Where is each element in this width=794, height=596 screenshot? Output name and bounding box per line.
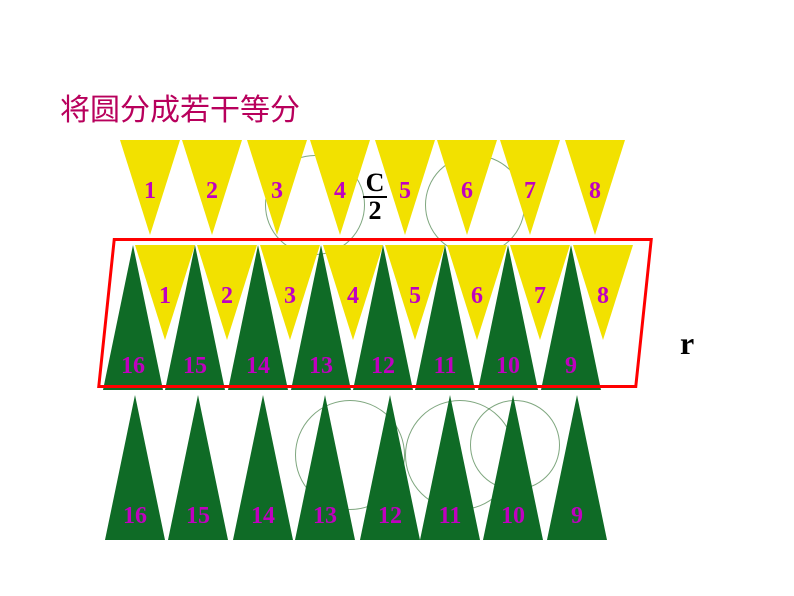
page-title: 将圆分成若干等分 [60, 85, 300, 129]
wedge-number: 13 [310, 503, 340, 530]
wedge-number: 11 [430, 353, 460, 380]
wedge-number: 7 [515, 178, 545, 205]
circle-wedge-diagram: 1234567812345678161514131211109161514131… [115, 140, 675, 500]
wedge-number: 2 [197, 178, 227, 205]
wedge-number: 10 [493, 353, 523, 380]
wedge-number: 3 [262, 178, 292, 205]
wedge-number: 15 [180, 353, 210, 380]
fraction-numerator: C [363, 170, 387, 196]
wedge-number: 4 [325, 178, 355, 205]
wedge-number: 9 [562, 503, 592, 530]
wedge-number: 16 [120, 503, 150, 530]
wedge-number: 9 [556, 353, 586, 380]
wedge-number: 13 [306, 353, 336, 380]
wedge-number: 15 [183, 503, 213, 530]
wedge-number: 14 [248, 503, 278, 530]
wedge-number: 6 [452, 178, 482, 205]
wedge-number: 11 [435, 503, 465, 530]
wedge-number: 8 [580, 178, 610, 205]
wedge-row: 161514131211109 [115, 395, 665, 485]
wedge-row: 1 2 3 4 5 6 7 8 [115, 140, 665, 230]
wedge-number: 12 [368, 353, 398, 380]
wedge-row: 161514131211109 [115, 245, 665, 335]
half-circumference-label: C 2 [363, 170, 387, 224]
wedge-number: 5 [390, 178, 420, 205]
radius-label: r [680, 325, 694, 362]
fraction-denominator: 2 [363, 198, 387, 224]
wedge-number: 12 [375, 503, 405, 530]
wedge-number: 10 [498, 503, 528, 530]
wedge-number: 14 [243, 353, 273, 380]
wedge-number: 1 [135, 178, 165, 205]
wedge-number: 16 [118, 353, 148, 380]
